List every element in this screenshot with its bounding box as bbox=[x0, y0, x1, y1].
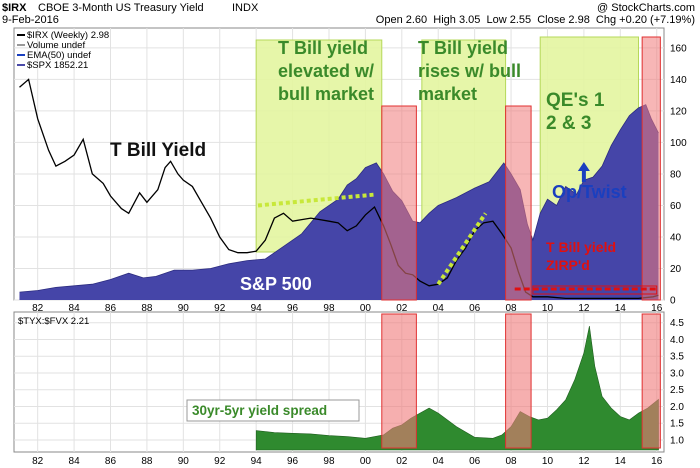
annotation-elevated-line2: elevated w/ bbox=[278, 61, 374, 81]
y-tick-label: 3.5 bbox=[670, 352, 684, 363]
x-tick-label: 94 bbox=[251, 303, 263, 314]
y-tick-label: 4.0 bbox=[670, 335, 684, 346]
y-tick-label: 140 bbox=[670, 75, 687, 86]
x-tick-label: 88 bbox=[141, 456, 153, 467]
chart-symbol: $IRX bbox=[2, 2, 27, 14]
x-tick-label: 14 bbox=[615, 456, 627, 467]
spread-legend: $TYX:$FVX 2.21 bbox=[18, 316, 89, 327]
y-tick-label: 100 bbox=[670, 138, 687, 149]
annotation-rises-line3: market bbox=[418, 84, 477, 104]
x-tick-label: 90 bbox=[178, 303, 190, 314]
x-tick-label: 06 bbox=[469, 456, 481, 467]
spread-y-axis: 1.0 1.5 2.0 2.5 3.0 3.5 4.0 4.5 bbox=[670, 318, 684, 446]
dotted-trend-1 bbox=[257, 192, 377, 208]
x-tick-label: 00 bbox=[360, 456, 372, 467]
y-tick-label: 1.0 bbox=[670, 435, 684, 446]
x-tick-label: 12 bbox=[578, 456, 590, 467]
legend-label: Volume undef bbox=[27, 40, 85, 51]
x-tick-label: 10 bbox=[542, 303, 554, 314]
x-tick-label: 92 bbox=[214, 456, 226, 467]
x-tick-label: 98 bbox=[323, 456, 335, 467]
x-tick-label: 86 bbox=[105, 456, 117, 467]
x-tick-label: 82 bbox=[32, 456, 44, 467]
x-tick-label: 04 bbox=[433, 303, 445, 314]
x-tick-label: 84 bbox=[69, 303, 81, 314]
annotation-t-bill-yield: T Bill Yield bbox=[110, 140, 206, 161]
x-tick-label: 10 bbox=[542, 456, 554, 467]
chart-ohlc: Open 2.60 High 3.05 Low 2.55 Close 2.98 … bbox=[376, 14, 695, 26]
y-tick-label: 2.0 bbox=[670, 402, 684, 413]
x-tick-label: 02 bbox=[396, 303, 408, 314]
y-tick-label: 80 bbox=[670, 169, 682, 180]
x-axis: 82 82 84 84 86 86 88 88 90 90 92 92 94 94 96 96 98 98 00 00… bbox=[32, 303, 663, 467]
x-tick-label: 00 bbox=[360, 303, 372, 314]
y-tick-label: 4.5 bbox=[670, 318, 684, 329]
y-tick-label: 0 bbox=[670, 296, 676, 307]
dotted-trend-2 bbox=[436, 212, 488, 286]
x-tick-label: 04 bbox=[433, 456, 445, 467]
x-tick-label: 86 bbox=[105, 303, 117, 314]
legend-label: $IRX (Weekly) 2.98 bbox=[27, 30, 109, 41]
y-tick-label: 1.5 bbox=[670, 419, 684, 430]
annotation-zirp-line1: T Bill yield bbox=[546, 239, 616, 255]
recession-box-bottom bbox=[381, 313, 417, 449]
chart-exchange: INDX bbox=[232, 2, 259, 14]
chart-name: CBOE 3-Month US Treasury Yield bbox=[38, 2, 204, 14]
annotation-elevated-line3: bull market bbox=[278, 84, 374, 104]
annotation-qe-line1: QE's 1 bbox=[546, 90, 605, 111]
x-tick-label: 94 bbox=[251, 456, 263, 467]
annotation-spread: 30yr-5yr yield spread bbox=[192, 403, 327, 418]
recession-boxes-bottom bbox=[381, 313, 661, 449]
x-tick-label: 14 bbox=[615, 303, 627, 314]
x-tick-label: 96 bbox=[287, 303, 299, 314]
x-tick-label: 16 bbox=[651, 456, 663, 467]
op-twist-arrow-head bbox=[577, 162, 590, 171]
annotation-sp500: S&P 500 bbox=[240, 274, 312, 294]
legend-label: EMA(50) undef bbox=[27, 50, 91, 61]
chart-copyright: @ StockCharts.com bbox=[597, 2, 695, 14]
annotation-zirp-line2: ZIRP'd bbox=[546, 257, 590, 273]
x-tick-label: 84 bbox=[69, 456, 81, 467]
legend-label: $SPX 1852.21 bbox=[27, 60, 88, 71]
annotation-op-twist: Op/Twist bbox=[552, 182, 627, 202]
spread-area bbox=[255, 326, 659, 451]
x-tick-label: 12 bbox=[578, 303, 590, 314]
x-tick-label: 82 bbox=[32, 303, 44, 314]
x-tick-label: 02 bbox=[396, 456, 408, 467]
x-tick-label: 92 bbox=[214, 303, 226, 314]
x-tick-label: 98 bbox=[323, 303, 335, 314]
x-tick-label: 96 bbox=[287, 456, 299, 467]
annotation-elevated-line1: T Bill yield bbox=[278, 38, 368, 58]
y-tick-label: 160 bbox=[670, 43, 687, 54]
annotation-qe-line2: 2 & 3 bbox=[546, 113, 591, 134]
y-tick-label: 20 bbox=[670, 264, 682, 275]
recession-box bbox=[381, 105, 417, 301]
spread-panel: 1.0 1.5 2.0 2.5 3.0 3.5 4.0 4.5 $TYX:$FVX 2.21 bbox=[13, 311, 684, 453]
x-tick-label: 16 bbox=[651, 303, 663, 314]
annotation-rises-line2: rises w/ bull bbox=[418, 61, 521, 81]
x-tick-label: 08 bbox=[505, 456, 517, 467]
x-tick-label: 90 bbox=[178, 456, 190, 467]
y-tick-label: 120 bbox=[670, 106, 687, 117]
recession-box-bottom bbox=[505, 313, 532, 449]
recession-box bbox=[505, 105, 532, 301]
annotation-overlays bbox=[257, 36, 661, 301]
x-tick-label: 88 bbox=[141, 303, 153, 314]
x-tick-label: 06 bbox=[469, 303, 481, 314]
recession-box bbox=[641, 36, 661, 301]
y-tick-label: 60 bbox=[670, 201, 682, 212]
price-y-axis: 0 20 40 60 80 100 120 140 160 bbox=[670, 43, 687, 306]
annotation-rises-line1: T Bill yield bbox=[418, 38, 508, 58]
spread-annotation-box bbox=[186, 399, 360, 422]
y-tick-label: 3.0 bbox=[670, 368, 684, 379]
spx-area bbox=[19, 104, 659, 300]
chart-date: 9-Feb-2016 bbox=[2, 14, 59, 26]
y-tick-label: 40 bbox=[670, 232, 682, 243]
x-tick-label: 08 bbox=[505, 303, 517, 314]
y-tick-label: 2.5 bbox=[670, 385, 684, 396]
price-panel: 0 20 40 60 80 100 120 140 160 $IRX (Weekly) 2.98… bbox=[13, 27, 687, 307]
recession-box-bottom bbox=[641, 313, 661, 449]
